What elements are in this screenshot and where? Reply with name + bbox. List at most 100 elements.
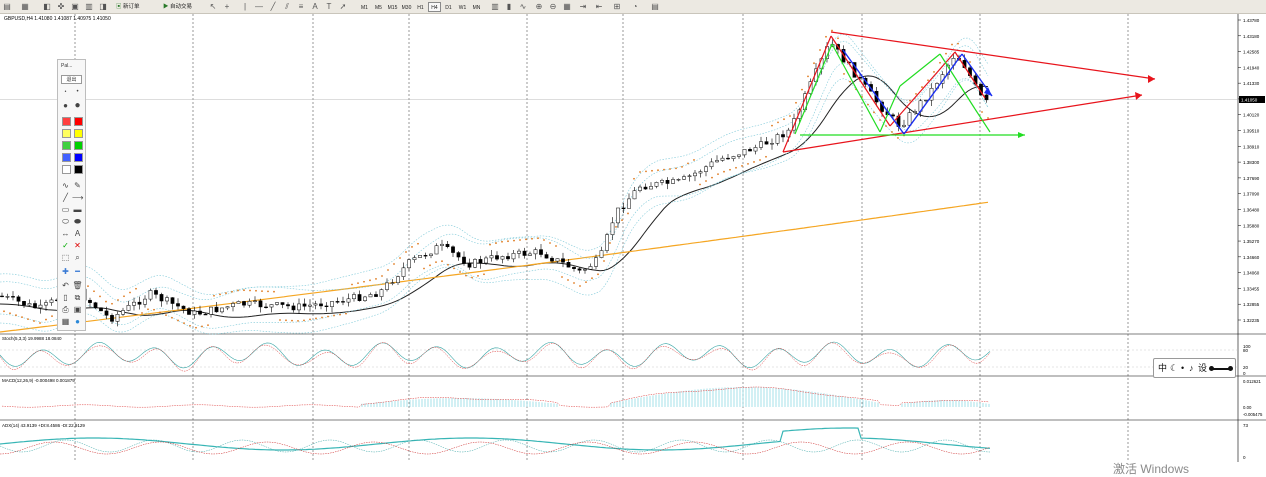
zoom-out-icon[interactable]: ⊖ bbox=[549, 2, 557, 11]
market-watch-icon[interactable]: ◧ bbox=[43, 2, 51, 11]
cursor-icon[interactable]: ↖ bbox=[209, 2, 217, 11]
periods-icon[interactable]: ◔ bbox=[632, 2, 638, 11]
line-icon[interactable]: ╱ bbox=[63, 193, 68, 202]
zoom-in-icon[interactable]: ⊕ bbox=[535, 2, 543, 11]
tf-m1-button[interactable]: M1 bbox=[361, 5, 368, 11]
trendline-icon[interactable]: ╱ bbox=[270, 2, 276, 11]
mini-chinese-button[interactable]: 中 bbox=[1158, 363, 1168, 373]
arrows-icon[interactable]: ➚ bbox=[339, 2, 347, 11]
price-label: 1.42585 bbox=[1243, 50, 1260, 55]
zoom-select-icon[interactable]: ⌕ bbox=[75, 253, 80, 262]
candle-body bbox=[225, 306, 230, 309]
tf-m30-button[interactable]: M30 bbox=[401, 5, 412, 11]
globe-icon[interactable]: ● bbox=[75, 317, 80, 326]
rectangle-icon[interactable]: ▭ bbox=[61, 205, 70, 214]
crosshair-icon[interactable]: + bbox=[224, 2, 230, 11]
new-file-icon[interactable]: ▯ bbox=[63, 293, 68, 302]
dot-large-icon[interactable]: ● bbox=[63, 101, 68, 110]
dot-medium-icon[interactable]: • bbox=[76, 89, 79, 95]
color-swatch[interactable] bbox=[74, 141, 83, 150]
select-rect-icon[interactable]: ⬚ bbox=[61, 253, 70, 262]
tf-mn-button[interactable]: MN bbox=[472, 5, 481, 11]
undo-icon[interactable]: ↶ bbox=[62, 281, 69, 290]
label-icon[interactable]: T bbox=[326, 2, 332, 11]
templates-icon[interactable]: ▤ bbox=[651, 2, 659, 11]
palette-exit-button[interactable]: 退出 bbox=[61, 75, 82, 84]
print-icon[interactable]: ⎙ bbox=[62, 305, 69, 314]
screenshot-icon[interactable]: ▦ bbox=[61, 317, 70, 326]
new-order-button[interactable]: ▣ 新订单 bbox=[116, 4, 140, 10]
tf-d1-button[interactable]: D1 bbox=[445, 5, 452, 11]
vertical-line-icon[interactable]: | bbox=[243, 2, 247, 11]
tf-h1-button[interactable]: H1 bbox=[417, 5, 424, 11]
dot-small-icon[interactable]: • bbox=[64, 89, 67, 95]
tf-h4-button[interactable]: H4 bbox=[428, 2, 441, 12]
data-window-icon[interactable]: ✜ bbox=[57, 2, 65, 11]
stoch-level-label: 80 bbox=[1243, 348, 1249, 353]
color-swatch[interactable] bbox=[74, 117, 83, 126]
tf-m15-button[interactable]: M15 bbox=[387, 5, 398, 11]
text-icon[interactable]: A bbox=[312, 2, 318, 11]
color-swatch[interactable] bbox=[62, 153, 71, 162]
tf-m5-button[interactable]: M5 bbox=[375, 5, 382, 11]
color-swatch[interactable] bbox=[74, 129, 83, 138]
cross-icon[interactable]: ✕ bbox=[74, 241, 81, 250]
color-swatch[interactable] bbox=[62, 117, 71, 126]
line-chart-icon[interactable]: ∿ bbox=[519, 2, 527, 11]
double-arrow-icon[interactable]: ↔ bbox=[61, 229, 70, 238]
pencil-icon[interactable]: ✎ bbox=[74, 181, 81, 190]
color-swatch[interactable] bbox=[62, 141, 71, 150]
profiles-icon[interactable]: ▦ bbox=[21, 2, 29, 11]
candle-body bbox=[594, 257, 598, 267]
color-swatch[interactable] bbox=[74, 153, 83, 162]
moon-icon[interactable]: ☾ bbox=[1170, 363, 1179, 373]
save-icon[interactable]: ▣ bbox=[73, 305, 82, 314]
indicators-icon[interactable]: ⊞ bbox=[613, 2, 621, 11]
strategy-tester-icon[interactable]: ◨ bbox=[99, 2, 107, 11]
filled-ellipse-icon[interactable]: ⬬ bbox=[74, 217, 81, 226]
arrow-line-icon[interactable]: ⟶ bbox=[72, 193, 84, 202]
settings-button[interactable]: 设 bbox=[1198, 363, 1208, 373]
dot-xlarge-icon[interactable]: ● bbox=[74, 100, 81, 111]
slider-knob-right bbox=[1228, 366, 1233, 371]
curve-icon[interactable]: ∿ bbox=[62, 181, 69, 190]
bar-chart-icon[interactable]: ▥ bbox=[491, 2, 499, 11]
note-icon[interactable]: ♪ bbox=[1189, 363, 1194, 373]
candle-body bbox=[797, 109, 802, 119]
navigator-icon[interactable]: ▣ bbox=[71, 2, 79, 11]
slider-icon[interactable] bbox=[1211, 368, 1231, 370]
price-label: 1.43180 bbox=[1243, 34, 1260, 39]
horizontal-line-icon[interactable]: — bbox=[255, 2, 263, 11]
fibonacci-icon[interactable]: ≡ bbox=[298, 2, 304, 11]
sar-dot bbox=[513, 239, 515, 242]
color-swatch[interactable] bbox=[74, 165, 83, 174]
filled-rectangle-icon[interactable]: ▬ bbox=[73, 205, 82, 214]
new-chart-icon[interactable]: ▤ bbox=[3, 2, 11, 11]
plus-icon[interactable]: ✚ bbox=[62, 267, 69, 276]
candlestick-icon[interactable]: ▮ bbox=[506, 2, 512, 11]
trash-icon[interactable]: 🗑 bbox=[72, 281, 83, 290]
chart-window[interactable]: 100 80 20 0 0.012621 0.00 -0.005475 73 0 1.43780… bbox=[0, 14, 1266, 476]
main-toolbar: ▤ ▦ ◧ ✜ ▣ ▥ ◨ ▣ 新订单 ▶ 自动交易 ↖ + | — ╱ ⫽ ≡… bbox=[0, 0, 1266, 14]
candle-body bbox=[368, 294, 373, 298]
tf-w1-button[interactable]: W1 bbox=[458, 5, 467, 11]
channel-icon[interactable]: ⫽ bbox=[285, 2, 289, 11]
sar-dot bbox=[243, 289, 245, 292]
candle-body bbox=[671, 179, 675, 184]
check-icon[interactable]: ✓ bbox=[62, 241, 69, 250]
adx-level-label: 73 bbox=[1243, 423, 1249, 428]
color-swatch[interactable] bbox=[62, 129, 71, 138]
tile-windows-icon[interactable]: ▦ bbox=[563, 2, 571, 11]
terminal-icon[interactable]: ▥ bbox=[85, 2, 93, 11]
sar-dot bbox=[921, 86, 923, 88]
copy-icon[interactable]: ⧉ bbox=[74, 293, 81, 302]
dot-icon[interactable]: • bbox=[1181, 363, 1185, 373]
candle-body bbox=[566, 262, 571, 268]
text-tool-icon[interactable]: A bbox=[74, 229, 81, 238]
minus-icon[interactable]: ━ bbox=[75, 267, 80, 276]
chart-shift-icon[interactable]: ⇤ bbox=[595, 2, 603, 11]
ellipse-icon[interactable]: ⬭ bbox=[62, 217, 69, 226]
autoscroll-icon[interactable]: ⇥ bbox=[579, 2, 587, 11]
color-swatch[interactable] bbox=[62, 165, 71, 174]
autotrade-button[interactable]: ▶ 自动交易 bbox=[163, 4, 193, 10]
